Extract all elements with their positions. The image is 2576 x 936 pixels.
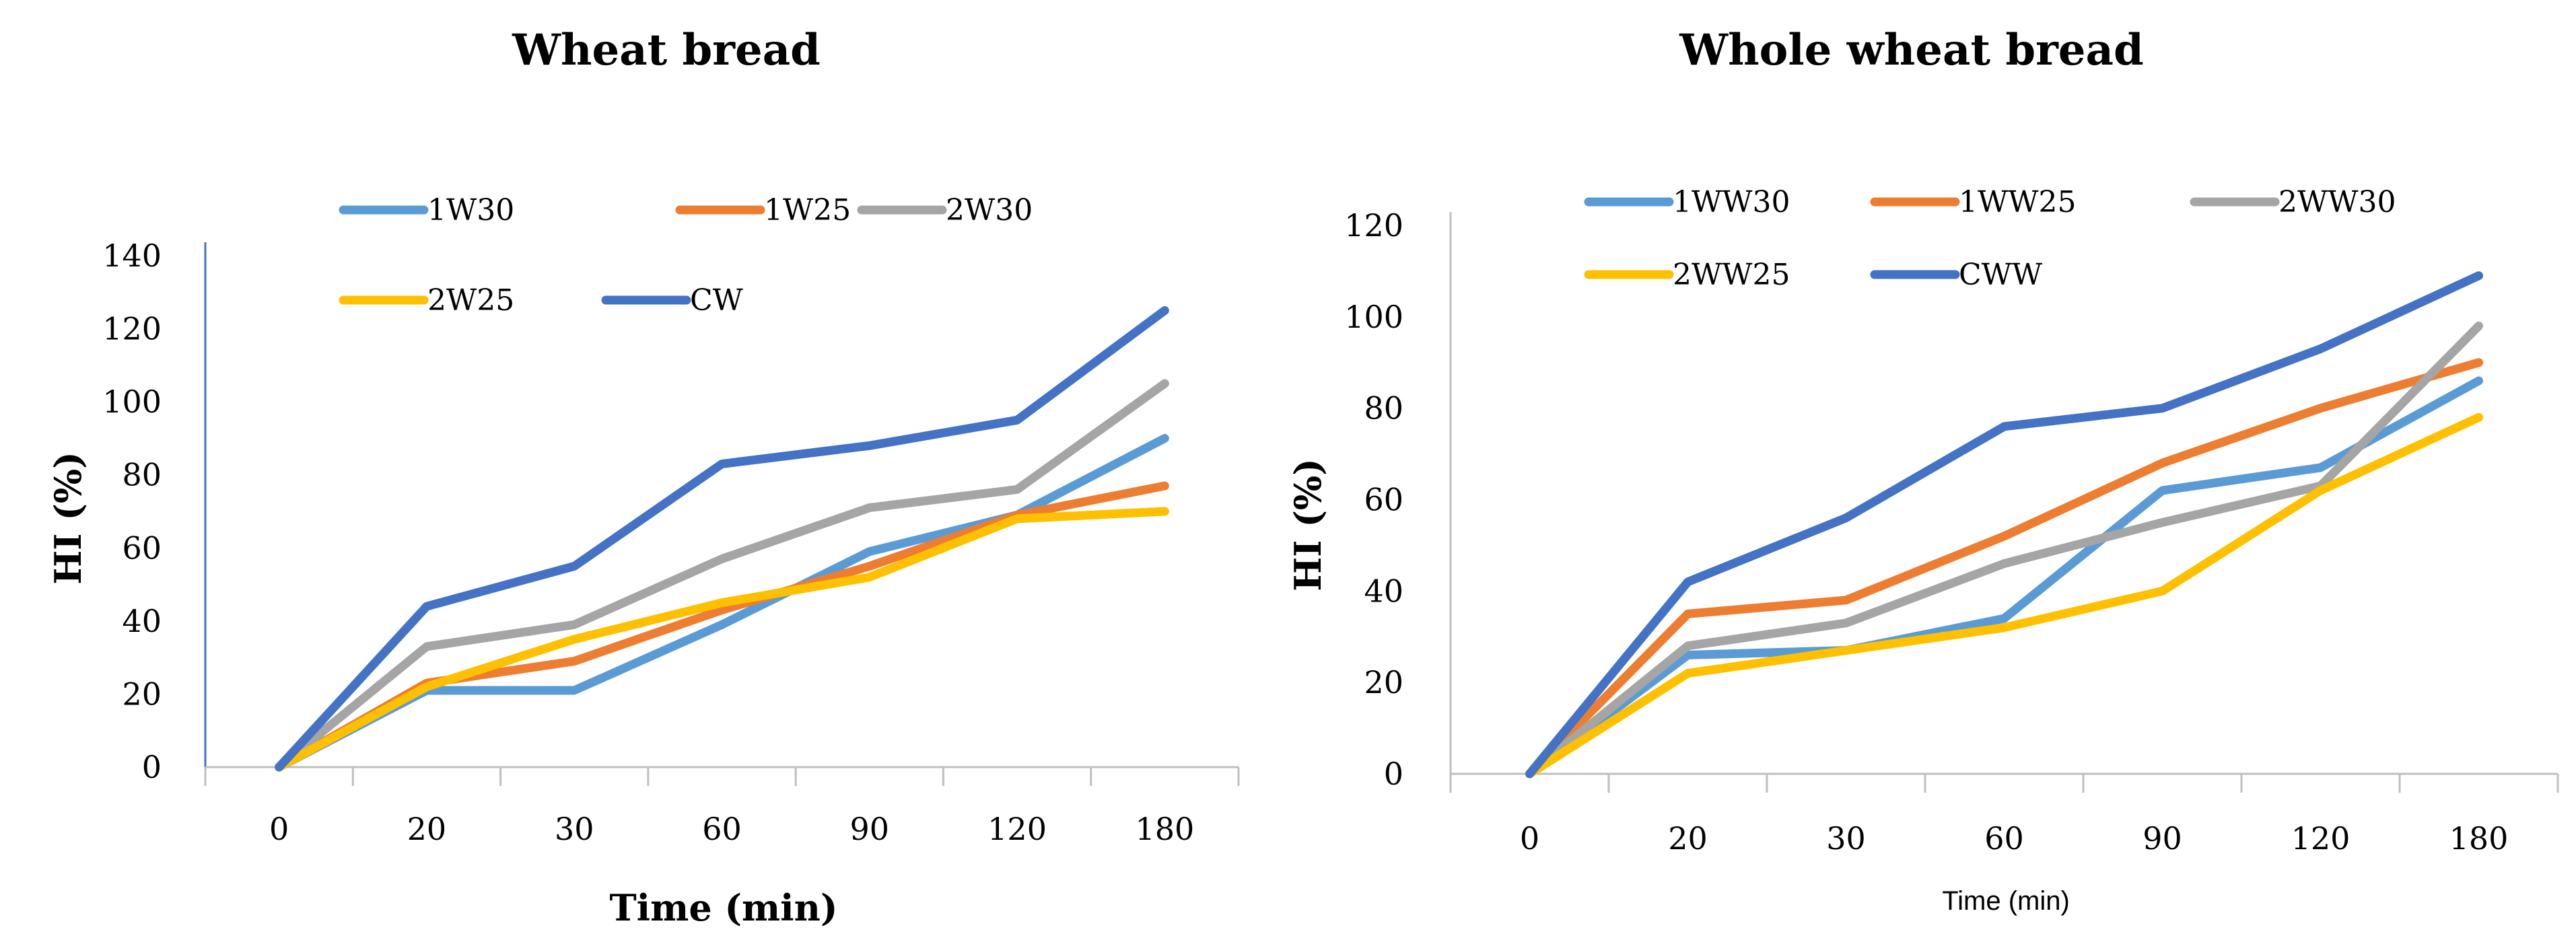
x-tick-label: 180 [1135,811,1194,847]
x-tick-label: 90 [850,811,890,847]
chart-title: Wheat bread [512,25,821,75]
legend-label: 2W25 [427,283,514,318]
y-tick-label: 60 [1364,482,1403,518]
legend-entry: CW [601,283,744,318]
x-axis-label: Time (min) [609,886,837,929]
y-tick-label: 80 [122,457,162,493]
series-line-1WW25 [1525,358,2483,779]
legend-label: 2W30 [946,193,1033,227]
y-tick-label: 40 [122,603,162,639]
x-tick-label: 120 [987,811,1047,847]
x-tick-label: 120 [2291,820,2351,857]
axes: 0 20 30 60 90 120 180 0 20 40 60 80 100 120 140 [102,238,1240,847]
x-axis-label: Time (min) [1942,886,2070,916]
wheat-bread-chart: Wheat bread 1W30 1W25 2W30 2W25 CW 0 20 30 60 90… [46,25,1240,929]
y-axis-label: HI (%) [1286,458,1329,591]
y-tick-label: 20 [1364,664,1403,700]
legend-label: CWW [1959,258,2043,292]
legend-entry: 1WW25 [1870,185,2076,219]
series-line-CWW [1525,271,2483,779]
x-tick-label: 0 [269,811,289,847]
y-axis-label: HI (%) [46,452,90,585]
legend-entry: 1WW30 [1584,185,1790,219]
legend-label: 2WW30 [2278,185,2396,219]
y-tick-label: 0 [1384,756,1403,792]
legend-label: 1W30 [427,193,514,227]
y-tick-label: 20 [122,676,162,712]
legend-label: 2WW25 [1673,258,1790,292]
y-tick-label: 80 [1364,390,1403,427]
x-tick-label: 20 [1668,820,1708,857]
legend-entry: 2WW30 [2190,185,2396,219]
x-tick-label: 90 [2143,820,2182,857]
x-tick-label: 30 [1826,820,1866,857]
series-line-1WW30 [1525,376,2483,779]
whole-wheat-bread-chart: Whole wheat bread 1WW30 1WW25 2WW30 2WW25 CW… [1286,25,2559,916]
x-tick-label: 0 [1520,820,1539,857]
y-tick-label: 120 [102,311,162,347]
legend-label: 1WW30 [1673,185,1790,219]
axes: 0 20 30 60 90 120 180 0 20 40 60 80 100 120 [1344,207,2559,857]
x-tick-label: 60 [702,811,742,847]
x-tick-label: 180 [2449,820,2509,857]
y-tick-label: 100 [1344,299,1403,335]
series-line-2WW25 [1525,412,2483,779]
y-tick-label: 60 [122,530,162,566]
y-tick-label: 100 [102,384,162,420]
legend: 1WW30 1WW25 2WW30 2WW25 CWW [1584,185,2396,292]
legend-entry: CWW [1870,258,2043,292]
series-line-CW [275,305,1169,772]
x-tick-label: 30 [555,811,594,847]
legend-entry: 2W25 [339,283,514,318]
legend-label: CW [690,283,744,318]
y-tick-label: 40 [1364,573,1403,609]
y-tick-label: 120 [1344,207,1403,244]
plot-area [1525,271,2483,779]
series-line-2W30 [275,379,1169,772]
plot-area [275,305,1169,772]
series-line-2WW30 [1525,321,2483,779]
legend-entry: 2WW25 [1584,258,1790,292]
legend-entry: 1W30 [339,193,514,227]
legend-entry: 2W30 [857,193,1033,227]
series-line-2W25 [275,507,1169,772]
legend: 1W30 1W25 2W30 2W25 CW [339,193,1033,318]
x-tick-label: 60 [1984,820,2024,857]
y-tick-label: 0 [142,749,162,785]
legend-entry: 1W25 [675,193,851,227]
legend-label: 1WW25 [1959,185,2076,219]
x-tick-label: 20 [407,811,447,847]
y-tick-label: 140 [102,238,162,274]
chart-title: Whole wheat bread [1679,25,2143,75]
legend-label: 1W25 [764,193,851,227]
